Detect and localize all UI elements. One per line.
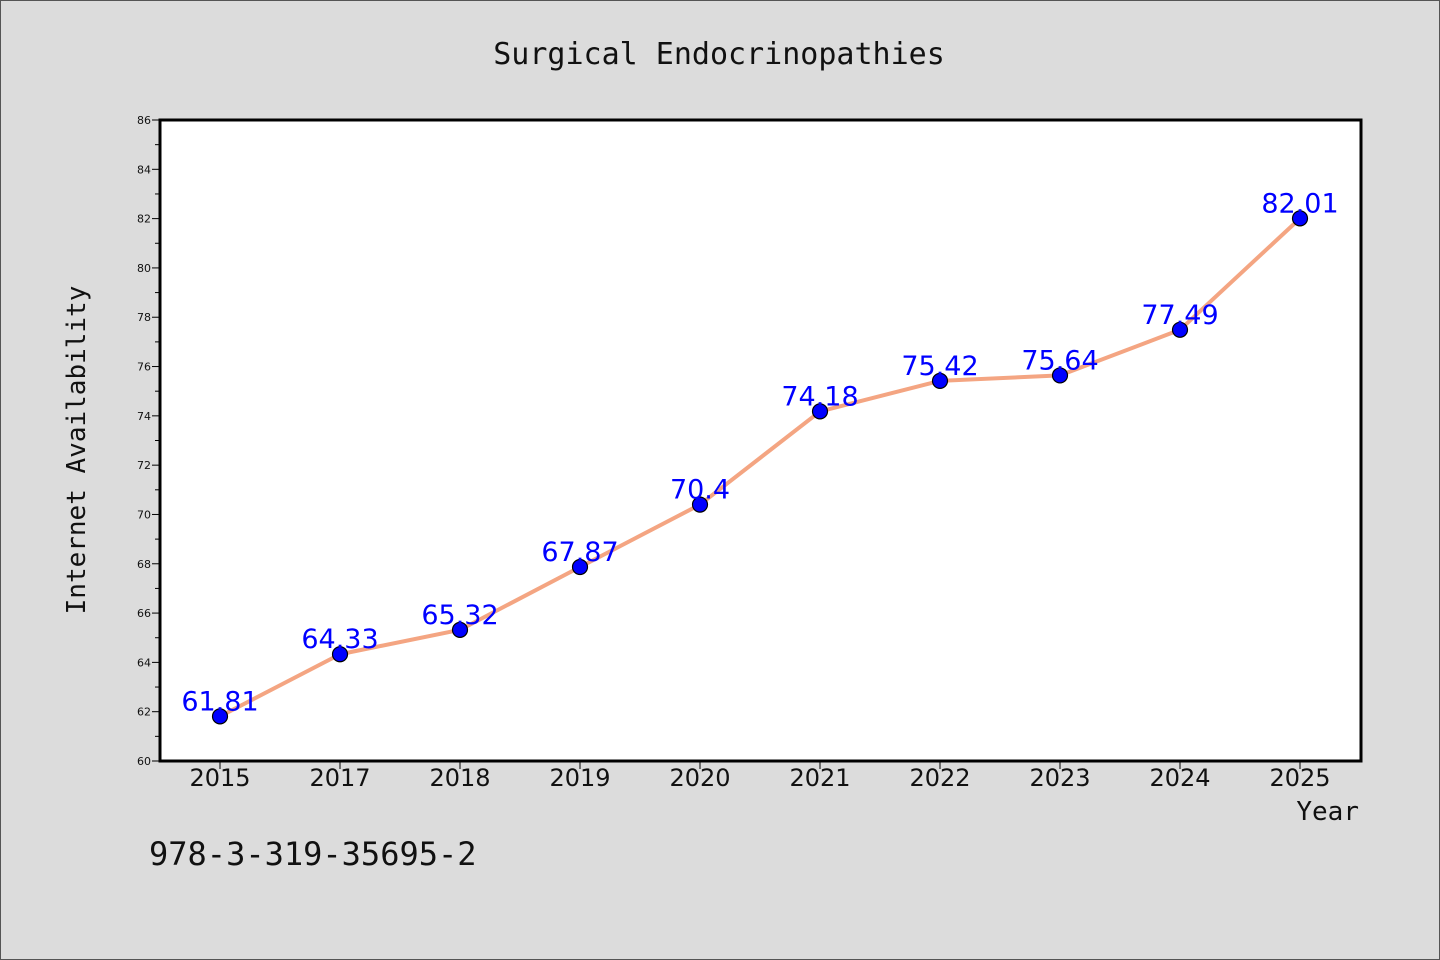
data-point-marker <box>931 372 949 389</box>
y-tick-label: 78 <box>137 311 151 324</box>
data-point-marker <box>1291 210 1309 227</box>
data-label: 61.81 <box>181 686 258 717</box>
plot-area <box>158 118 1363 763</box>
x-tick-label: 2017 <box>309 764 370 792</box>
chart-title: Surgical Endocrinopathies <box>493 37 945 72</box>
x-axis: 2015 2017 2018 2019 2020 2021 2022 2023 2024 2025 <box>189 761 1331 792</box>
data-label: 77.49 <box>1141 300 1218 331</box>
data-label: 75.42 <box>901 351 978 382</box>
data-label: 82.01 <box>1261 188 1338 219</box>
series-line <box>218 216 1302 719</box>
y-tick-label: 74 <box>137 410 151 423</box>
data-point-marker <box>451 621 469 638</box>
data-point-marker <box>571 558 589 576</box>
data-point-marker <box>811 403 829 420</box>
data-point-marker <box>1051 367 1069 384</box>
y-tick-label: 60 <box>137 755 151 768</box>
data-point-marker <box>1171 321 1189 338</box>
y-tick-label: 80 <box>137 262 151 275</box>
x-tick-label: 2023 <box>1029 764 1090 792</box>
y-axis: 60 62 64 66 68 70 72 74 76 78 80 82 84 86 <box>137 114 160 768</box>
data-label: 65.32 <box>421 600 498 631</box>
y-axis-label: Internet Availability <box>62 286 92 615</box>
x-axis-label: Year <box>1296 797 1359 827</box>
series-group: 61.81 64.33 65.32 67.87 70.4 74.18 75.42 75.64 7… <box>181 188 1339 725</box>
data-label: 67.87 <box>541 537 618 568</box>
y-tick-label: 76 <box>137 361 151 374</box>
y-tick-label: 70 <box>137 508 151 521</box>
x-tick-label: 2024 <box>1149 764 1210 792</box>
isbn-annotation: 978-3-319-35695-2 <box>149 835 477 873</box>
x-tick-label: 2021 <box>789 764 850 792</box>
x-tick-label: 2025 <box>1269 764 1330 792</box>
y-tick-label: 68 <box>137 558 151 571</box>
data-label: 75.64 <box>1021 345 1098 376</box>
x-tick-label: 2020 <box>669 764 730 792</box>
x-tick-label: 2015 <box>189 764 250 792</box>
y-tick-label: 86 <box>137 114 151 127</box>
y-tick-label: 82 <box>137 213 151 226</box>
data-label: 64.33 <box>301 624 378 655</box>
y-tick-label: 64 <box>137 656 151 669</box>
data-point-marker <box>691 496 709 513</box>
y-tick-label: 72 <box>137 459 151 472</box>
y-tick-label: 84 <box>137 163 151 176</box>
data-point-marker <box>331 646 349 663</box>
y-tick-label: 62 <box>137 706 151 719</box>
data-point-marker <box>211 708 229 725</box>
x-tick-label: 2018 <box>429 764 490 792</box>
data-label: 70.4 <box>670 475 730 506</box>
data-label: 74.18 <box>781 381 858 412</box>
x-tick-label: 2022 <box>909 764 970 792</box>
x-tick-label: 2019 <box>549 764 610 792</box>
y-tick-label: 66 <box>137 607 151 620</box>
